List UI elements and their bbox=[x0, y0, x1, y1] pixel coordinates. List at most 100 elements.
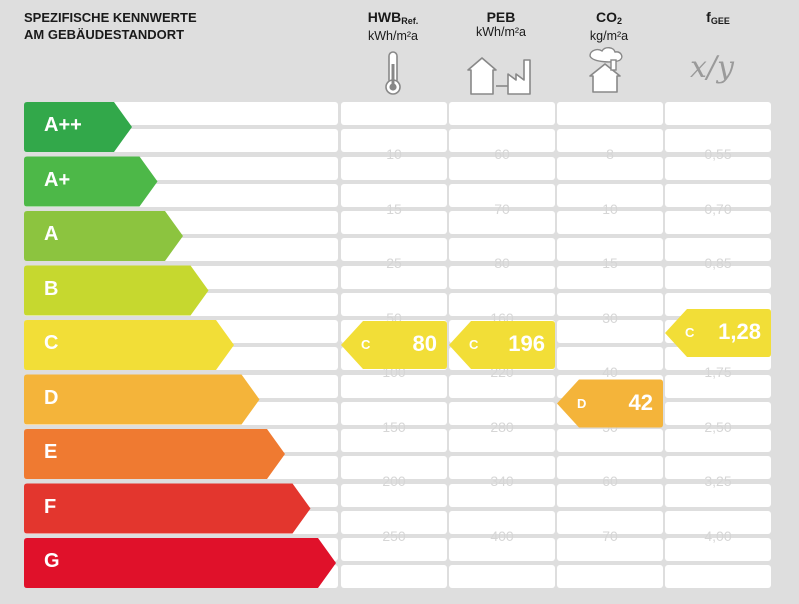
fgee-name: f bbox=[706, 9, 711, 25]
threshold-label: 2,50 bbox=[704, 418, 732, 435]
chart-title: SPEZIFISCHE KENNWERTE AM GEBÄUDESTANDORT bbox=[24, 9, 197, 43]
grid-cell bbox=[557, 565, 663, 588]
marker-value-label: 1,28 bbox=[718, 319, 761, 344]
grid-cell bbox=[341, 211, 447, 234]
threshold-label: 60 bbox=[602, 473, 618, 489]
grid-cell bbox=[449, 565, 555, 588]
grid-cell bbox=[665, 183, 771, 207]
grid-cell bbox=[341, 483, 447, 507]
grid-cell bbox=[341, 265, 447, 289]
class-label: D bbox=[44, 386, 59, 409]
grid-cell bbox=[557, 510, 663, 534]
grid-cell bbox=[557, 292, 663, 316]
marker-peb bbox=[449, 321, 555, 369]
grid-cell bbox=[341, 129, 447, 152]
grid-cell bbox=[665, 401, 771, 425]
marker-value-label: 42 bbox=[628, 389, 653, 415]
class-arrow-aplusplus bbox=[24, 102, 132, 152]
threshold-label: 10 bbox=[386, 146, 402, 162]
grid-cell bbox=[341, 538, 447, 561]
grid-cell bbox=[341, 374, 447, 398]
grid-cell bbox=[449, 102, 555, 125]
grid-cell bbox=[665, 211, 771, 234]
grid-cell bbox=[557, 102, 663, 125]
class-arrow-d bbox=[24, 374, 260, 425]
grid-cell bbox=[665, 510, 771, 534]
peb-name: PEB bbox=[486, 9, 516, 25]
grid-cell bbox=[341, 238, 447, 261]
class-arrow-g bbox=[24, 538, 336, 588]
column-header-fgee: fGEE bbox=[665, 9, 771, 29]
threshold-label: 1,75 bbox=[704, 364, 732, 380]
class-arrow-b bbox=[24, 265, 209, 316]
class-arrow-aplus bbox=[24, 156, 158, 207]
threshold-label: 3,25 bbox=[704, 473, 732, 489]
grid-cell bbox=[557, 483, 663, 507]
grid-cell bbox=[449, 401, 555, 425]
grid-cell bbox=[557, 156, 663, 180]
grid-cell bbox=[341, 102, 447, 125]
grid-cell bbox=[665, 374, 771, 398]
class-arrow-f bbox=[24, 483, 311, 534]
threshold-label: 280 bbox=[490, 418, 514, 435]
class-label: C bbox=[44, 332, 59, 354]
threshold-label: 25 bbox=[386, 255, 402, 271]
grid-cell bbox=[341, 429, 447, 452]
threshold-label: 400 bbox=[490, 527, 514, 544]
grid-cell bbox=[449, 183, 555, 207]
grid-cell bbox=[341, 183, 447, 207]
marker-class-label: C bbox=[361, 337, 371, 352]
threshold-label: 40 bbox=[602, 364, 618, 380]
grid-cell bbox=[449, 238, 555, 261]
grid-cell bbox=[557, 538, 663, 561]
threshold-label: 200 bbox=[382, 473, 406, 489]
threshold-label: 0,85 bbox=[704, 255, 732, 271]
marker-class-label: D bbox=[577, 395, 587, 411]
threshold-label: 250 bbox=[382, 527, 406, 544]
marker-class-label: C bbox=[469, 337, 479, 352]
threshold-label: 8 bbox=[606, 146, 614, 162]
threshold-label: 70 bbox=[494, 200, 510, 217]
co2-name: CO bbox=[595, 9, 617, 25]
grid-cell bbox=[665, 129, 771, 152]
threshold-label: 60 bbox=[494, 146, 510, 162]
hwb-unit: kWh/m²a bbox=[368, 29, 418, 43]
marker-value-label: 80 bbox=[412, 331, 437, 356]
grid-cell bbox=[449, 483, 555, 507]
grid-cell bbox=[449, 510, 555, 534]
grid-cell bbox=[449, 374, 555, 398]
fgee-sub: GEE bbox=[710, 16, 730, 26]
marker-value-label: 196 bbox=[508, 331, 545, 356]
co2-unit: kg/m²a bbox=[589, 29, 629, 43]
threshold-label: 340 bbox=[490, 473, 514, 489]
class-arrow-a bbox=[24, 211, 183, 261]
grid-cell bbox=[449, 156, 555, 180]
hwb-sub: Ref. bbox=[401, 16, 419, 26]
class-label: A bbox=[44, 223, 59, 245]
threshold-label: 15 bbox=[602, 255, 618, 271]
grid-cell bbox=[557, 238, 663, 261]
class-label: B bbox=[44, 277, 59, 300]
house-smoke-icon bbox=[589, 47, 623, 93]
grid-cell bbox=[557, 183, 663, 207]
threshold-label: 15 bbox=[386, 200, 402, 217]
threshold-label: 4,00 bbox=[704, 527, 732, 544]
hwb-name: HWB bbox=[367, 9, 402, 25]
threshold-label: 10 bbox=[602, 200, 618, 217]
grid-cell bbox=[449, 211, 555, 234]
grid-cell bbox=[557, 129, 663, 152]
class-label: A+ bbox=[44, 168, 71, 191]
threshold-label: 0,55 bbox=[704, 146, 732, 162]
grid-cell bbox=[665, 538, 771, 561]
threshold-label: 150 bbox=[382, 418, 406, 435]
grid-cell bbox=[665, 156, 771, 180]
grid-cell bbox=[665, 565, 771, 588]
grid-cell bbox=[557, 265, 663, 289]
marker-hwb bbox=[341, 321, 447, 369]
grid-cell bbox=[557, 429, 663, 452]
grid-cell bbox=[341, 156, 447, 180]
peb-unit: kWh/m²a bbox=[476, 25, 526, 39]
